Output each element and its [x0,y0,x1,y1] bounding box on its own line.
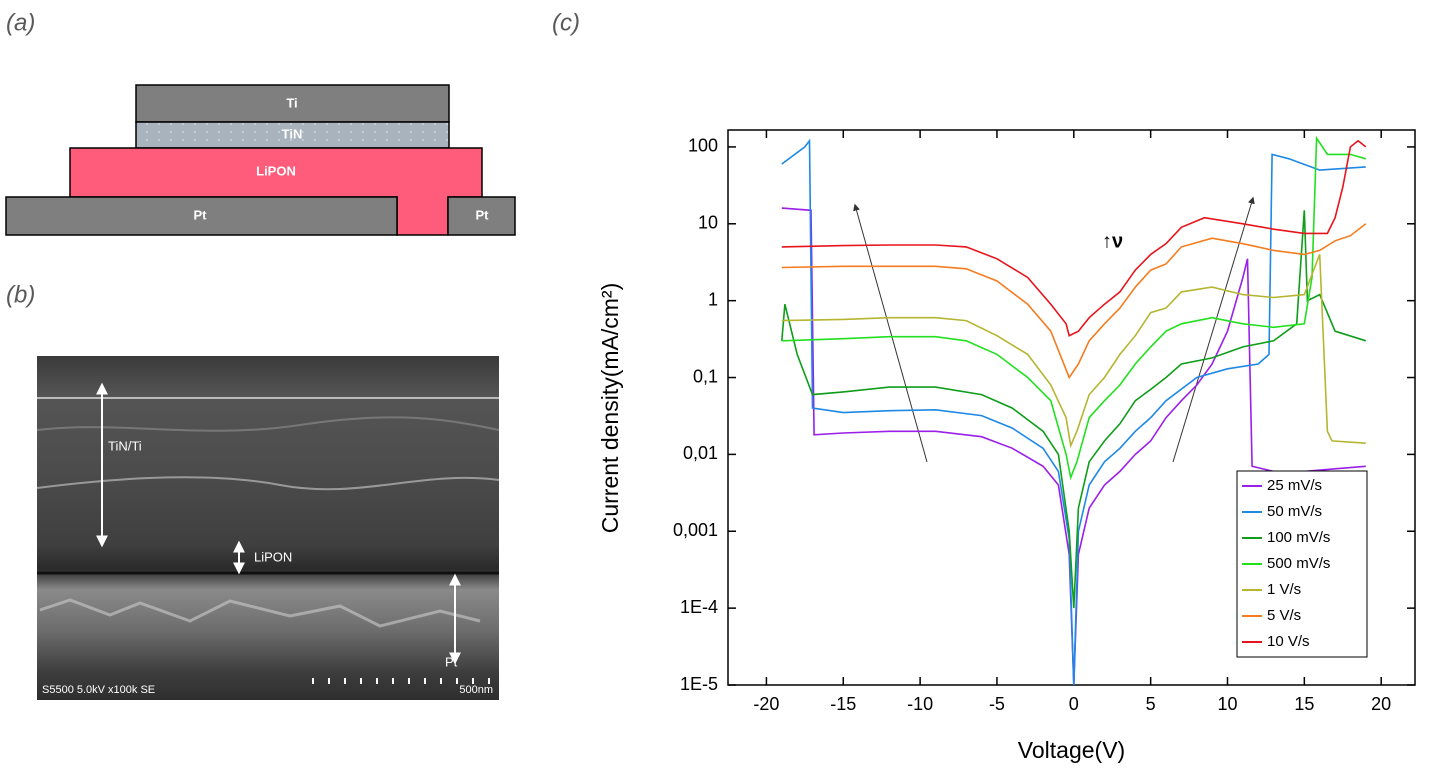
x-tick-label: 10 [1217,694,1237,714]
data-line [781,135,1367,481]
pt-layer [447,196,516,236]
layer-label: Pt [194,207,208,222]
x-axis-label: Voltage(V) [1018,737,1125,763]
legend-label: 1 V/s [1267,581,1301,598]
x-tick-label: 15 [1294,694,1314,714]
ti-layer [135,84,450,123]
y-tick-label: 1E-4 [680,597,718,617]
chart: -20 -15 -10 -5 0 5 10 15 20 100 10 1 0,1 0,01 0,001 1E-… [597,129,1416,763]
sem-label: LiPON [254,549,292,564]
data-line [781,223,1367,380]
x-tick-label: 5 [1146,694,1156,714]
plot-frame [727,129,1416,686]
legend-label: 500 mV/s [1267,555,1330,572]
legend-label: 5 V/s [1267,607,1301,624]
layer-label: TiN [282,126,303,141]
layer-label: LiPON [256,163,296,178]
y-tick-label: 0,01 [683,443,718,463]
data-line [781,207,1366,686]
data-line [781,254,1366,449]
data-line [781,210,1367,609]
x-tick-label: -20 [753,694,779,714]
x-tick-label: -5 [989,694,1005,714]
x-tick-label: -15 [830,694,856,714]
data-line [781,139,1367,337]
x-tick-label: -10 [907,694,933,714]
panel-label: (b) [6,281,35,308]
stack-diagram [5,84,516,236]
panel-label: (c) [552,9,580,36]
x-tick-label: 20 [1371,694,1391,714]
sem-label: Pt [445,654,458,669]
y-tick-label: 1 [708,289,718,309]
y-tick-label: 1E-5 [680,674,718,694]
legend-label: 25 mV/s [1267,477,1322,494]
trend-arrow [1172,196,1255,463]
legend-label: 50 mV/s [1267,503,1322,520]
x-tick-label: 0 [1069,694,1079,714]
y-axis-label: Current density(mA/cm²) [597,283,623,533]
sem-image [36,356,500,700]
trend-arrow [853,203,928,463]
y-tick-label: 100 [688,136,718,156]
data-line [781,138,1366,686]
y-tick-label: 0,1 [693,366,718,386]
y-tick-label: 0,001 [673,520,718,540]
sem-label: TiN/Ti [108,438,142,453]
layer-label: Ti [286,95,297,110]
layer-label: Pt [476,207,490,222]
y-tick-label: 10 [698,213,718,233]
tin-layer [135,121,450,149]
annotation: ↑ν [1102,230,1123,252]
sem-info: S5500 5.0kV x100k SE [42,684,155,696]
panel-label: (a) [6,9,35,36]
legend-label: 100 mV/s [1267,529,1330,546]
sem-scale: 500nm [459,684,493,696]
legend-label: 10 V/s [1267,633,1310,650]
pt-layer [5,196,398,236]
